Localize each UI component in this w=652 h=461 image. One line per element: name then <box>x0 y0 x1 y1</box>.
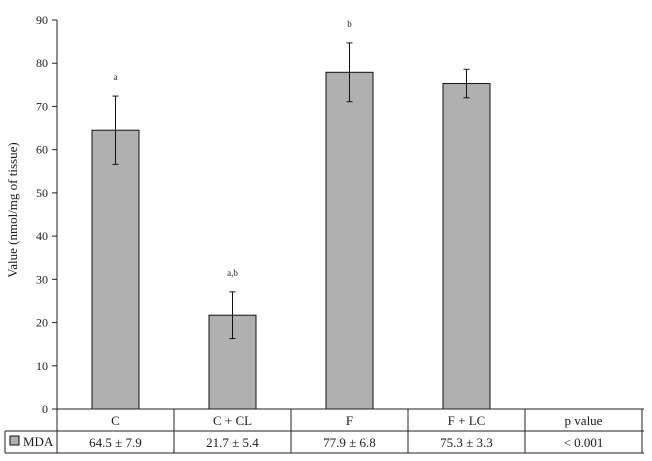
bar-0 <box>91 129 140 410</box>
significance-label: a,b <box>227 268 238 278</box>
y-tick-label: 40 <box>36 229 48 243</box>
table-value-cell: 77.9 ± 6.8 <box>323 435 376 450</box>
table-value-cell: 75.3 ± 3.3 <box>440 435 493 450</box>
table-value-cell: 21.7 ± 5.4 <box>206 435 259 450</box>
table-header-cell: F <box>346 413 353 428</box>
table-value-cell: < 0.001 <box>564 435 604 450</box>
y-axis: 0 10 20 30 40 50 60 70 80 90 <box>36 13 58 416</box>
table-value-cell: 64.5 ± 7.9 <box>89 435 142 450</box>
y-tick-label: 0 <box>42 402 48 416</box>
significance-label: a <box>114 72 118 82</box>
legend-swatch <box>9 435 20 446</box>
y-tick-label: 10 <box>36 359 48 373</box>
bars-group: a a,b b <box>91 19 491 410</box>
legend-label: MDA <box>23 434 54 449</box>
y-tick-label: 90 <box>36 13 48 27</box>
table-header-cell: C + CL <box>213 413 252 428</box>
significance-label: b <box>347 19 352 29</box>
y-tick-label: 60 <box>36 143 48 157</box>
y-tick-label: 20 <box>36 316 48 330</box>
y-tick-label: 80 <box>36 56 48 70</box>
table-header-cell: F + LC <box>448 413 486 428</box>
bar-3 <box>442 83 491 410</box>
table-header-cell: C <box>111 413 120 428</box>
table-header-cell: p value <box>565 413 603 428</box>
y-axis-label: Value (nmol/mg of tissue) <box>5 142 20 277</box>
bar-2 <box>325 71 374 410</box>
y-tick-label: 50 <box>36 186 48 200</box>
y-tick-label: 30 <box>36 272 48 286</box>
data-table: C C + CL F F + LC p value 64.5 ± 7.9 21.7 ± 5.… <box>4 408 644 454</box>
y-tick-label: 70 <box>36 99 48 113</box>
